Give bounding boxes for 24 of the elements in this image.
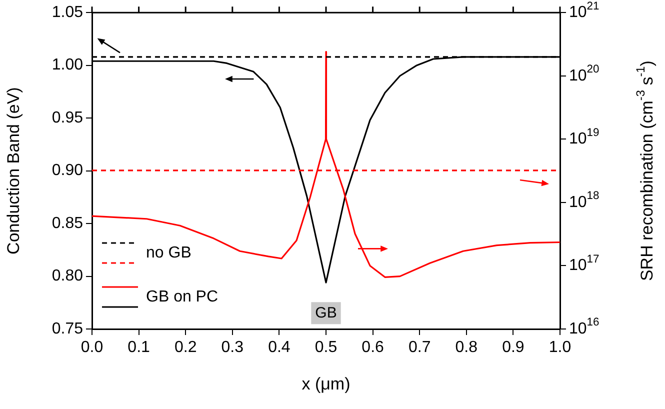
x-tick-label: 0.0 — [80, 339, 104, 356]
x-tick-label: 0.6 — [362, 339, 384, 356]
legend-label: GB on PC — [146, 288, 218, 306]
y-tick-label: 0.85 — [52, 214, 84, 232]
x-axis-title: x (μm) — [302, 374, 350, 394]
y-tick-label: 1.00 — [52, 56, 84, 74]
y-tick-label: 0.90 — [52, 162, 84, 180]
y-tick-label: 0.75 — [52, 320, 84, 338]
y-tick-label: 1.05 — [52, 4, 84, 22]
x-tick-label: 0.7 — [408, 339, 431, 356]
x-tick-label: 0.4 — [268, 339, 290, 356]
x-tick-label: 1.0 — [548, 339, 572, 356]
legend-label: no GB — [146, 244, 192, 262]
y2-axis-title: SRH recombination (cm-3 s-1) — [633, 60, 657, 282]
annotation: GB — [315, 304, 337, 322]
y-tick-label: 0.80 — [52, 268, 84, 285]
x-tick-label: 0.9 — [502, 339, 524, 356]
x-tick-label: 0.1 — [128, 339, 150, 356]
x-tick-label: 0.5 — [314, 339, 338, 356]
y-tick-label: 0.95 — [52, 109, 84, 126]
x-tick-label: 0.3 — [221, 339, 244, 356]
x-tick-label: 0.2 — [174, 339, 197, 356]
y-axis-title: Conduction Band (eV) — [4, 87, 23, 254]
x-tick-label: 0.8 — [455, 339, 478, 356]
